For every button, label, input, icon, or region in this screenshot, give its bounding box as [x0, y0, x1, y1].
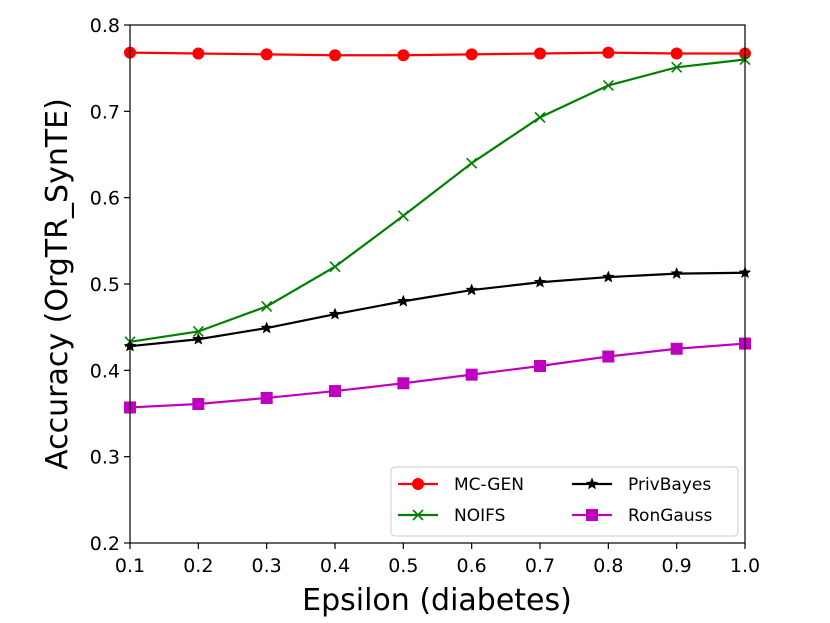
series-line — [129, 58, 746, 343]
data-point — [192, 325, 204, 338]
x-tick-label: 0.8 — [593, 555, 623, 577]
data-point — [586, 509, 598, 521]
y-tick-label: 0.7 — [90, 101, 120, 123]
y-tick-label: 0.8 — [90, 15, 120, 37]
legend-item: MC-GEN — [398, 475, 524, 495]
x-tick-label: 0.1 — [115, 555, 145, 577]
data-point — [465, 368, 478, 381]
x-tick-label: 1.0 — [730, 555, 760, 577]
data-point — [329, 261, 341, 273]
x-tick-label: 0.7 — [525, 555, 555, 577]
y-axis-title: Accuracy (OrgTR_SynTE) — [40, 98, 75, 470]
data-point — [412, 509, 424, 521]
data-point — [466, 157, 478, 169]
data-point — [329, 49, 341, 62]
legend-label: MC-GEN — [454, 475, 524, 495]
data-point — [397, 210, 409, 222]
data-point — [260, 321, 274, 334]
legend-item: RonGauss — [572, 506, 712, 526]
data-point — [328, 307, 342, 320]
legend-box — [390, 466, 739, 537]
data-point — [534, 360, 546, 373]
x-tick-label: 0.2 — [183, 555, 213, 577]
data-point — [534, 47, 546, 60]
y-tick-label: 0.3 — [90, 447, 120, 469]
data-point — [465, 283, 479, 296]
data-point — [192, 398, 205, 411]
x-tick-label: 0.6 — [457, 555, 487, 577]
series-noifs — [124, 53, 751, 348]
x-axis-title: Epsilon (diabetes) — [302, 583, 572, 618]
series-line — [129, 271, 746, 348]
data-point — [192, 47, 205, 60]
series-layer — [123, 46, 752, 414]
legend-item: PrivBayes — [572, 475, 711, 495]
data-point — [601, 270, 615, 283]
series-rongauss — [124, 337, 751, 414]
data-point — [465, 48, 478, 61]
series-privbayes — [123, 266, 752, 352]
data-point — [534, 111, 546, 123]
x-tick-label: 0.3 — [252, 555, 282, 577]
data-point — [670, 266, 684, 280]
legend-label: RonGauss — [628, 506, 712, 526]
data-point — [602, 79, 614, 91]
data-point — [191, 332, 205, 345]
data-point — [397, 377, 410, 390]
y-tick-label: 0.6 — [90, 188, 120, 210]
y-axis: 0.2 0.3 0.4 0.5 0.6 0.7 0.8 — [90, 15, 130, 555]
legend: MC-GEN NOIFS PrivBayes RonGauss — [390, 466, 739, 537]
data-point — [671, 61, 683, 73]
data-point — [396, 294, 410, 307]
data-point — [533, 275, 547, 288]
data-point — [670, 342, 683, 355]
plot-frame — [129, 24, 746, 544]
x-tick-label: 0.4 — [320, 555, 350, 577]
data-point — [397, 49, 410, 62]
data-point — [329, 385, 341, 398]
x-tick-label: 0.9 — [662, 555, 692, 577]
data-point — [260, 391, 273, 404]
legend-label: NOIFS — [454, 506, 505, 526]
data-point — [412, 478, 424, 490]
data-point — [670, 47, 683, 60]
y-tick-label: 0.2 — [90, 533, 120, 555]
legend-item: NOIFS — [398, 506, 505, 526]
data-point — [602, 350, 615, 363]
data-point — [602, 46, 615, 59]
data-point — [260, 48, 273, 61]
data-point — [585, 477, 599, 490]
series-mc-gen — [124, 46, 751, 62]
series-line — [129, 51, 745, 57]
y-tick-label: 0.4 — [90, 360, 120, 382]
x-tick-label: 0.5 — [388, 555, 418, 577]
data-point — [261, 300, 273, 313]
x-axis: 0.1 0.2 0.3 0.4 0.5 0.6 0.7 0.8 0.9 1.0 — [115, 543, 760, 577]
y-tick-label: 0.5 — [90, 274, 120, 296]
series-line — [129, 342, 746, 409]
legend-label: PrivBayes — [628, 475, 711, 495]
